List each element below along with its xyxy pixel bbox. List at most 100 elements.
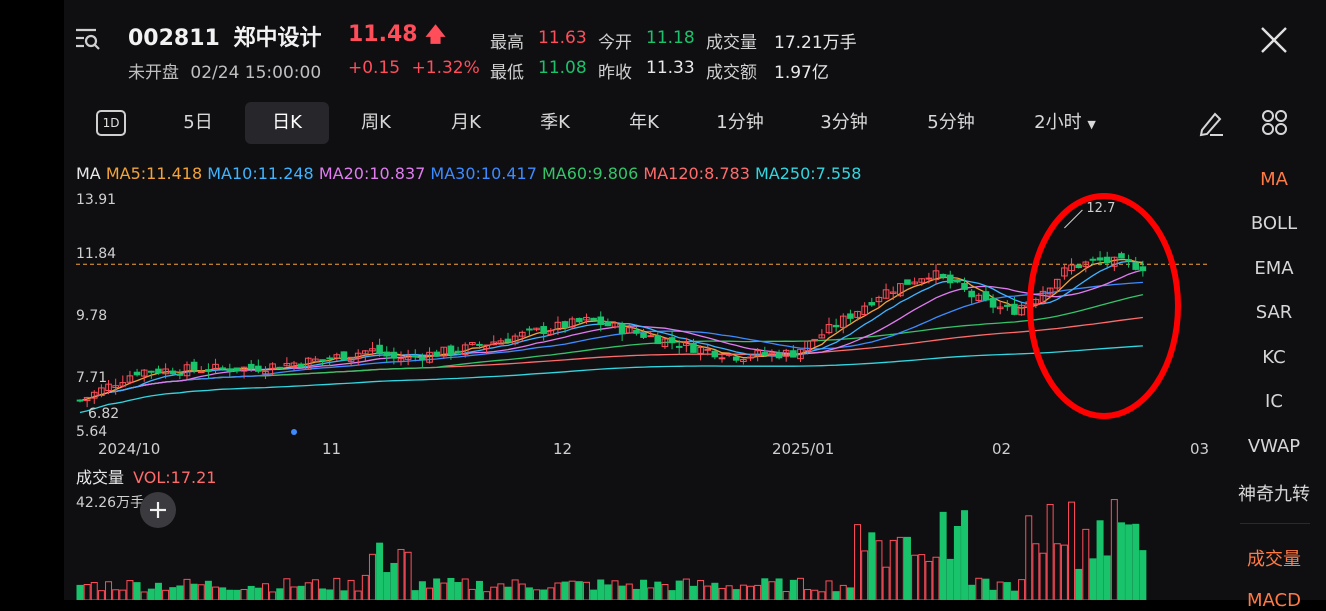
pen-icon[interactable]	[1196, 108, 1226, 138]
tab-5min[interactable]: 5分钟	[927, 112, 975, 133]
candle-body	[155, 368, 162, 374]
candle-body	[190, 361, 198, 371]
volume-bar	[404, 551, 412, 600]
candle-body	[1111, 256, 1118, 267]
tab-3min[interactable]: 3分钟	[820, 112, 868, 133]
candle-body	[768, 352, 776, 356]
market-status: 未开盘 02/24 15:00:00	[128, 58, 321, 83]
tab-daily-k[interactable]: 日K	[245, 102, 329, 144]
candle-body	[1096, 257, 1104, 261]
indicator-sar[interactable]: SAR	[1255, 302, 1293, 323]
candle-body	[319, 359, 326, 362]
volume-bar	[597, 579, 605, 600]
volume-bar	[540, 589, 548, 600]
candlestick-chart[interactable]: 12.7	[76, 192, 1210, 438]
volume-chart[interactable]	[76, 490, 1210, 600]
volume-bar	[112, 589, 120, 600]
volume-bar	[290, 586, 298, 600]
period-tabs: 1D 5日 日K 周K 月K 季K 年K 1分钟 3分钟 5分钟 2小时 ▼	[80, 102, 1120, 144]
volume-bar	[1053, 543, 1061, 600]
candle-body	[690, 342, 697, 353]
volume-bar	[889, 539, 897, 600]
candle-body	[312, 358, 319, 362]
add-button[interactable]	[140, 492, 176, 528]
candle-body	[255, 365, 262, 372]
candle-body	[725, 353, 733, 356]
tab-2hour-label: 2小时	[1034, 112, 1082, 133]
indicator-ic[interactable]: IC	[1265, 391, 1283, 412]
volume-bar	[140, 591, 148, 600]
indicator-vwap[interactable]: VWAP	[1247, 436, 1301, 457]
volume-bar	[982, 578, 990, 600]
volume-bar	[105, 581, 113, 600]
volume-bar	[97, 590, 105, 600]
volume-bar	[554, 582, 562, 600]
volume-bar	[975, 577, 983, 600]
candle-body	[326, 357, 333, 360]
close-icon[interactable]	[1258, 24, 1290, 56]
tab-5day[interactable]: 5日	[183, 112, 213, 133]
ma250-line	[79, 345, 1143, 414]
stock-code: 002811	[128, 26, 220, 51]
tab-yearly-k[interactable]: 年K	[629, 112, 659, 133]
volume-bar	[1060, 544, 1068, 600]
candle-body	[996, 306, 1004, 310]
indicator-magic-nine[interactable]: 神奇九转	[1238, 484, 1310, 505]
candle-body	[304, 357, 312, 370]
volume-bar	[582, 581, 590, 600]
tab-1d[interactable]: 1D	[80, 102, 140, 144]
volume-max-label: 42.26万手	[76, 495, 145, 511]
indicator-boll[interactable]: BOLL	[1250, 213, 1298, 234]
y-label-4: 7.71	[76, 370, 108, 386]
candle-body	[240, 366, 248, 372]
volume-bar	[689, 585, 697, 600]
candle-body	[169, 370, 177, 375]
status-datetime: 02/24 15:00:00	[190, 63, 322, 83]
volume-bar	[1003, 582, 1011, 600]
candle-body	[825, 324, 833, 334]
tab-monthly-k[interactable]: 月K	[451, 112, 481, 133]
grid-layout-icon[interactable]	[1260, 108, 1290, 138]
volume-bar	[654, 581, 662, 600]
tab-1min[interactable]: 1分钟	[716, 112, 764, 133]
indicator-macd[interactable]: MACD	[1247, 590, 1301, 611]
volume-bar	[1125, 524, 1133, 600]
indicator-volume[interactable]: 成交量	[1247, 549, 1301, 570]
candle-body	[90, 391, 98, 399]
candle-body	[697, 346, 704, 354]
tab-2hour[interactable]: 2小时 ▼	[1020, 102, 1110, 144]
volume-value: 17.21万手	[774, 33, 857, 53]
candle-body	[711, 350, 719, 358]
volume-bar	[354, 590, 362, 600]
indicator-kc[interactable]: KC	[1262, 347, 1286, 368]
volume-bar	[1082, 528, 1090, 600]
volume-bar	[875, 540, 883, 600]
volume-bar	[204, 580, 212, 600]
candle-body	[205, 369, 212, 372]
indicator-ema[interactable]: EMA	[1254, 258, 1294, 279]
candle-body	[297, 363, 305, 368]
candle-body	[411, 355, 419, 358]
volume-bar	[468, 588, 476, 600]
candle-body	[740, 359, 747, 362]
volume-bar	[390, 562, 398, 600]
tab-quarterly-k[interactable]: 季K	[540, 112, 570, 133]
candle-body	[847, 313, 854, 319]
candle-body	[247, 363, 255, 369]
candle-body	[1032, 298, 1040, 305]
candle-body	[882, 289, 890, 299]
candle-body	[454, 350, 462, 353]
candle-body	[219, 367, 226, 370]
indicator-ma[interactable]: MA	[1260, 169, 1288, 190]
tab-weekly-k[interactable]: 周K	[361, 112, 391, 133]
menu-search-icon[interactable]	[74, 26, 102, 52]
prev-close-value: 11.33	[646, 58, 695, 78]
x-label-dec: 12	[553, 440, 573, 458]
low-label: 最低	[490, 63, 524, 83]
volume-bar	[490, 586, 498, 600]
volume-bar	[725, 585, 733, 600]
high-value: 11.63	[538, 28, 587, 48]
candle-body	[140, 369, 148, 377]
high-label: 最高	[490, 33, 524, 53]
candle-body	[790, 350, 797, 358]
